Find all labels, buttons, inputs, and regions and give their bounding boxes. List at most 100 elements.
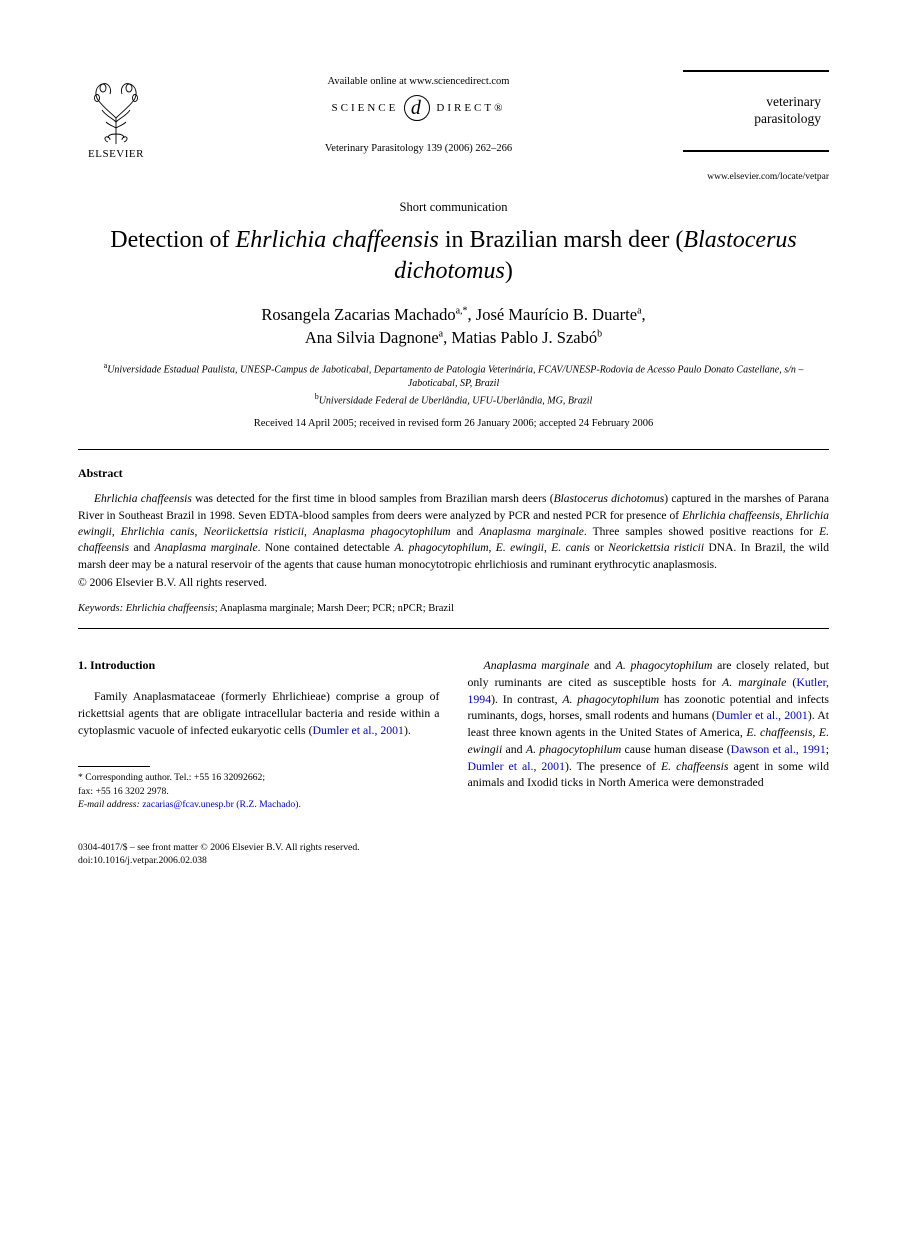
abs-text: or [590, 542, 608, 554]
affiliation-text: Universidade Estadual Paulista, UNESP-Ca… [107, 364, 803, 389]
affiliations: aUniversidade Estadual Paulista, UNESP-C… [78, 360, 829, 409]
journal-url[interactable]: www.elsevier.com/locate/vetpar [78, 172, 829, 182]
abs-italic: A. phagocytophilum [394, 542, 488, 554]
journal-title-line1: veterinary [691, 94, 821, 111]
column-right: Anaplasma marginale and A. phagocytophil… [468, 657, 830, 811]
abs-italic: Blastocerus dichotomus [554, 493, 665, 505]
title-italic: Ehrlichia chaffeensis [236, 227, 439, 253]
body-text: ). In contrast, [491, 692, 562, 706]
divider [78, 449, 829, 450]
footer-copyright: 0304-4017/$ – see front matter © 2006 El… [78, 841, 829, 854]
body-text: ). The presence of [565, 759, 661, 773]
sd-text-left: SCIENCE [332, 102, 399, 114]
author-name: , José Maurício B. Duarte [468, 305, 638, 324]
journal-box: veterinary parasitology [683, 70, 829, 152]
body-text: and [502, 742, 526, 756]
title-part: ) [505, 258, 513, 284]
abs-italic: Anaplasma marginale [155, 542, 258, 554]
abs-italic: Ehrlichia canis [121, 526, 195, 538]
divider [78, 628, 829, 629]
abs-italic: Neorickettsia risticii [608, 542, 704, 554]
abs-text: , [304, 526, 313, 538]
abs-italic: Ehrlichia chaffeensis [94, 493, 192, 505]
header-row: ELSEVIER Available online at www.science… [78, 70, 829, 160]
title-part: in Brazilian marsh deer ( [439, 227, 684, 253]
page-footer: 0304-4017/$ – see front matter © 2006 El… [78, 841, 829, 867]
author-name: Rosangela Zacarias Machado [261, 305, 455, 324]
footer-doi: doi:10.1016/j.vetpar.2006.02.038 [78, 854, 829, 867]
keyword-italic: Ehrlichia chaffeensis [126, 603, 215, 614]
abs-italic: Anaplasma marginale [479, 526, 584, 538]
column-left: 1. Introduction Family Anaplasmataceae (… [78, 657, 440, 811]
keywords: Keywords: Ehrlichia chaffeensis; Anaplas… [78, 603, 829, 614]
body-italic: A. phagocytophilum [562, 692, 659, 706]
elsevier-tree-icon [80, 78, 152, 146]
author-sep: , [642, 305, 646, 324]
abs-text: , [112, 526, 121, 538]
citation-link[interactable]: Dawson et al., 1991 [731, 742, 826, 756]
body-italic: Anaplasma marginale [484, 658, 590, 672]
email-label: E-mail address: [78, 799, 140, 810]
abstract-body: Ehrlichia chaffeensis was detected for t… [78, 491, 829, 591]
author-name: Ana Silvia Dagnone [305, 328, 439, 347]
article-type: Short communication [78, 200, 829, 215]
elsevier-logo: ELSEVIER [78, 70, 154, 160]
sciencedirect-logo: SCIENCE d DIRECT® [332, 95, 506, 121]
citation-link[interactable]: Dumler et al., 2001 [313, 723, 404, 737]
body-paragraph: Anaplasma marginale and A. phagocytophil… [468, 657, 830, 791]
body-text: ( [786, 675, 796, 689]
affiliation-text: Universidade Federal de Uberlândia, UFU-… [319, 395, 593, 406]
journal-box-wrap: veterinary parasitology [683, 70, 829, 152]
article-dates: Received 14 April 2005; received in revi… [78, 418, 829, 429]
sd-text-right: DIRECT® [436, 102, 505, 114]
copyright: © 2006 Elsevier B.V. All rights reserved… [78, 575, 829, 591]
footnote-divider [78, 766, 150, 767]
author-sup: a,* [456, 306, 468, 317]
authors: Rosangela Zacarias Machadoa,*, José Maur… [78, 303, 829, 349]
available-online-text: Available online at www.sciencedirect.co… [164, 76, 673, 87]
abs-text: . Three samples showed positive reaction… [584, 526, 819, 538]
abstract-paragraph: Ehrlichia chaffeensis was detected for t… [78, 491, 829, 573]
corresponding-footnote: * Corresponding author. Tel.: +55 16 320… [78, 771, 440, 810]
abstract-heading: Abstract [78, 466, 829, 481]
body-text: cause human disease ( [621, 742, 730, 756]
footnote-corr: * Corresponding author. Tel.: +55 16 320… [78, 771, 440, 784]
citation-link[interactable]: Dumler et al., 2001 [468, 759, 565, 773]
email-link[interactable]: zacarias@fcav.unesp.br (R.Z. Machado). [140, 799, 301, 810]
abs-italic: E. ewingii [496, 542, 544, 554]
sd-circle-icon: d [404, 95, 430, 121]
journal-title-line2: parasitology [691, 111, 821, 128]
author-name: , Matias Pablo J. Szabó [443, 328, 597, 347]
abs-italic: E. canis [551, 542, 590, 554]
body-italic: E. chaffeensis [661, 759, 729, 773]
body-italic: A. phagocytophilum [526, 742, 621, 756]
body-paragraph: Family Anaplasmataceae (formerly Ehrlich… [78, 688, 440, 738]
abs-text: and [451, 526, 480, 538]
abs-text: , [489, 542, 496, 554]
center-header: Available online at www.sciencedirect.co… [154, 70, 683, 154]
abs-italic: Ehrlichia chaffeensis [682, 510, 780, 522]
publisher-name: ELSEVIER [88, 148, 144, 160]
body-text: ; [826, 742, 829, 756]
author-sup: b [597, 329, 602, 340]
journal-reference: Veterinary Parasitology 139 (2006) 262–2… [164, 143, 673, 154]
keywords-rest: ; Anaplasma marginale; Marsh Deer; PCR; … [215, 603, 454, 614]
abs-text: . None contained detectable [258, 542, 395, 554]
keywords-label: Keywords: [78, 603, 123, 614]
citation-link[interactable]: Dumler et al., 2001 [716, 708, 808, 722]
article-title: Detection of Ehrlichia chaffeensis in Br… [78, 225, 829, 287]
section-heading: 1. Introduction [78, 657, 440, 674]
body-italic: E. chaffeensis [746, 725, 812, 739]
footnote-email-line: E-mail address: zacarias@fcav.unesp.br (… [78, 798, 440, 811]
abs-italic: Anaplasma phagocytophilum [313, 526, 451, 538]
body-columns: 1. Introduction Family Anaplasmataceae (… [78, 657, 829, 811]
title-part: Detection of [110, 227, 235, 253]
body-text: ). [404, 723, 411, 737]
body-italic: A. marginale [722, 675, 786, 689]
body-text: and [589, 658, 615, 672]
abs-italic: Neoriickettsia risticii [203, 526, 304, 538]
body-italic: A. phagocytophilum [616, 658, 713, 672]
abs-text: was detected for the first time in blood… [192, 493, 554, 505]
footnote-fax: fax: +55 16 3202 2978. [78, 785, 440, 798]
abs-text: and [129, 542, 154, 554]
